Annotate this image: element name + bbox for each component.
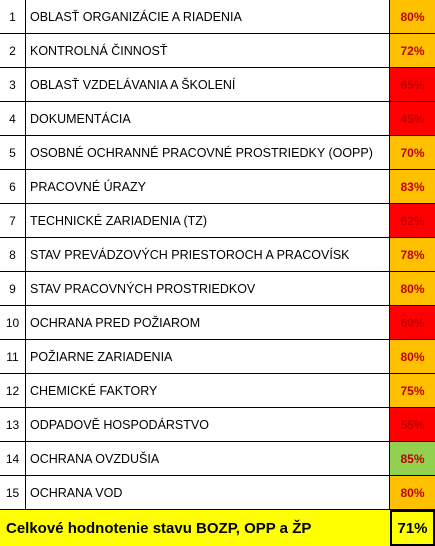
row-percent: 45%	[390, 102, 435, 135]
row-percent: 80%	[390, 476, 435, 509]
row-percent: 80%	[390, 272, 435, 305]
table-row: 10 OCHRANA PRED POŽIAROM 60%	[0, 306, 435, 340]
row-percent: 70%	[390, 136, 435, 169]
row-percent: 83%	[390, 170, 435, 203]
row-percent: 75%	[390, 374, 435, 407]
table-row: 14 OCHRANA OVZDUŠIA 85%	[0, 442, 435, 476]
row-number: 6	[0, 170, 26, 203]
row-name: ODPADOVĚ HOSPODÁRSTVO	[26, 408, 390, 441]
row-number: 12	[0, 374, 26, 407]
row-number: 10	[0, 306, 26, 339]
row-number: 15	[0, 476, 26, 509]
table-row: 8 STAV PREVÁDZOVÝCH PRIESTOROCH A PRACOVÍ…	[0, 238, 435, 272]
total-value: 71%	[390, 510, 435, 546]
row-number: 1	[0, 0, 26, 33]
total-row: Celkové hodnotenie stavu BOZP, OPP a ŽP …	[0, 510, 435, 546]
row-name: DOKUMENTÁCIA	[26, 102, 390, 135]
row-number: 7	[0, 204, 26, 237]
row-name: STAV PREVÁDZOVÝCH PRIESTOROCH A PRACOVÍS…	[26, 238, 390, 271]
row-name: OCHRANA PRED POŽIAROM	[26, 306, 390, 339]
row-number: 3	[0, 68, 26, 101]
row-name: POŽIARNE ZARIADENIA	[26, 340, 390, 373]
table-row: 12 CHEMICKÉ FAKTORY 75%	[0, 374, 435, 408]
row-number: 4	[0, 102, 26, 135]
table-row: 1 OBLASŤ ORGANIZÁCIE A RIADENIA 80%	[0, 0, 435, 34]
row-name: OBLASŤ VZDELÁVANIA A ŠKOLENÍ	[26, 68, 390, 101]
row-number: 9	[0, 272, 26, 305]
row-name: PRACOVNÉ ÚRAZY	[26, 170, 390, 203]
row-percent: 80%	[390, 0, 435, 33]
row-name: TECHNICKÉ ZARIADENIA (TZ)	[26, 204, 390, 237]
table-row: 2 KONTROLNÁ ČINNOSŤ 72%	[0, 34, 435, 68]
row-percent: 60%	[390, 306, 435, 339]
table-row: 3 OBLASŤ VZDELÁVANIA A ŠKOLENÍ 65%	[0, 68, 435, 102]
row-percent: 62%	[390, 204, 435, 237]
row-name: OCHRANA VOD	[26, 476, 390, 509]
row-number: 8	[0, 238, 26, 271]
table-row: 15 OCHRANA VOD 80%	[0, 476, 435, 510]
row-name: OBLASŤ ORGANIZÁCIE A RIADENIA	[26, 0, 390, 33]
row-percent: 80%	[390, 340, 435, 373]
row-number: 11	[0, 340, 26, 373]
row-percent: 85%	[390, 442, 435, 475]
row-number: 14	[0, 442, 26, 475]
table-row: 11 POŽIARNE ZARIADENIA 80%	[0, 340, 435, 374]
row-percent: 72%	[390, 34, 435, 67]
total-label: Celkové hodnotenie stavu BOZP, OPP a ŽP	[6, 519, 312, 537]
row-percent: 78%	[390, 238, 435, 271]
row-name: OCHRANA OVZDUŠIA	[26, 442, 390, 475]
table-row: 5 OSOBNÉ OCHRANNÉ PRACOVNÉ PROSTRIEDKY (O…	[0, 136, 435, 170]
row-number: 2	[0, 34, 26, 67]
row-percent: 65%	[390, 68, 435, 101]
table-row: 13 ODPADOVĚ HOSPODÁRSTVO 55%	[0, 408, 435, 442]
row-name: STAV PRACOVNÝCH PROSTRIEDKOV	[26, 272, 390, 305]
row-percent: 55%	[390, 408, 435, 441]
table-row: 7 TECHNICKÉ ZARIADENIA (TZ) 62%	[0, 204, 435, 238]
table-row: 4 DOKUMENTÁCIA 45%	[0, 102, 435, 136]
table-row: 9 STAV PRACOVNÝCH PROSTRIEDKOV 80%	[0, 272, 435, 306]
row-number: 13	[0, 408, 26, 441]
row-number: 5	[0, 136, 26, 169]
row-name: CHEMICKÉ FAKTORY	[26, 374, 390, 407]
row-name: KONTROLNÁ ČINNOSŤ	[26, 34, 390, 67]
row-name: OSOBNÉ OCHRANNÉ PRACOVNÉ PROSTRIEDKY (OO…	[26, 136, 390, 169]
table-row: 6 PRACOVNÉ ÚRAZY 83%	[0, 170, 435, 204]
